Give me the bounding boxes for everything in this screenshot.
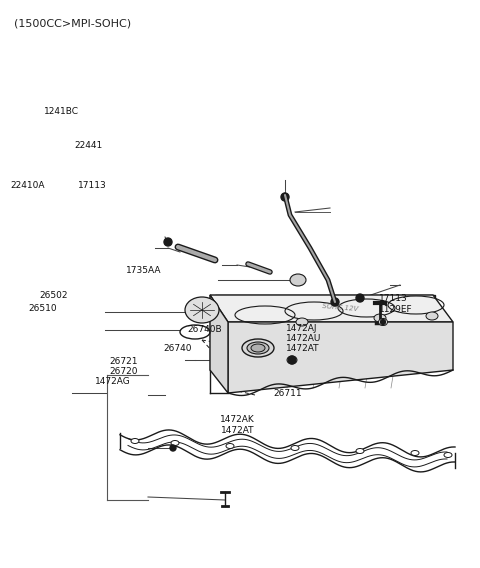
- Text: 26721
26720: 26721 26720: [109, 357, 138, 376]
- Text: SOHC 12V: SOHC 12V: [322, 303, 358, 312]
- Ellipse shape: [171, 441, 179, 445]
- Circle shape: [288, 356, 296, 364]
- Ellipse shape: [379, 319, 387, 325]
- Ellipse shape: [226, 444, 234, 449]
- Ellipse shape: [247, 342, 269, 354]
- Ellipse shape: [374, 314, 386, 322]
- Ellipse shape: [444, 453, 452, 457]
- Ellipse shape: [185, 297, 219, 323]
- Text: 1241BC: 1241BC: [44, 107, 79, 116]
- Text: (1500CC>MPI-SOHC): (1500CC>MPI-SOHC): [14, 18, 131, 28]
- Text: 26510: 26510: [29, 304, 58, 313]
- Text: 26502: 26502: [39, 291, 68, 300]
- Text: 26740: 26740: [163, 344, 192, 353]
- Text: 1129EF: 1129EF: [379, 305, 413, 314]
- Ellipse shape: [131, 438, 139, 444]
- Text: 17113: 17113: [78, 181, 107, 190]
- Circle shape: [381, 319, 385, 324]
- Text: 26711: 26711: [274, 389, 302, 398]
- Text: 22441: 22441: [74, 141, 103, 150]
- Text: 22410A: 22410A: [11, 181, 45, 190]
- Text: 26740B: 26740B: [187, 325, 222, 334]
- Ellipse shape: [356, 449, 364, 453]
- Text: 1472AK
1472AT: 1472AK 1472AT: [220, 415, 255, 435]
- Ellipse shape: [291, 445, 299, 450]
- Circle shape: [380, 319, 386, 325]
- Text: 17113: 17113: [379, 294, 408, 303]
- Circle shape: [164, 238, 172, 246]
- Ellipse shape: [290, 274, 306, 286]
- Ellipse shape: [251, 344, 265, 352]
- Circle shape: [356, 294, 364, 302]
- Ellipse shape: [411, 450, 419, 456]
- Text: 1735AA: 1735AA: [126, 266, 161, 275]
- Polygon shape: [210, 295, 228, 393]
- Polygon shape: [228, 322, 453, 393]
- Circle shape: [331, 298, 339, 306]
- Text: 1472AG: 1472AG: [95, 377, 130, 386]
- Text: 1472AJ
1472AU
1472AT: 1472AJ 1472AU 1472AT: [286, 324, 321, 353]
- Ellipse shape: [242, 339, 274, 357]
- Circle shape: [170, 445, 176, 451]
- Ellipse shape: [426, 312, 438, 320]
- Circle shape: [281, 193, 289, 201]
- Ellipse shape: [296, 318, 308, 326]
- Polygon shape: [215, 295, 435, 358]
- Polygon shape: [210, 295, 453, 322]
